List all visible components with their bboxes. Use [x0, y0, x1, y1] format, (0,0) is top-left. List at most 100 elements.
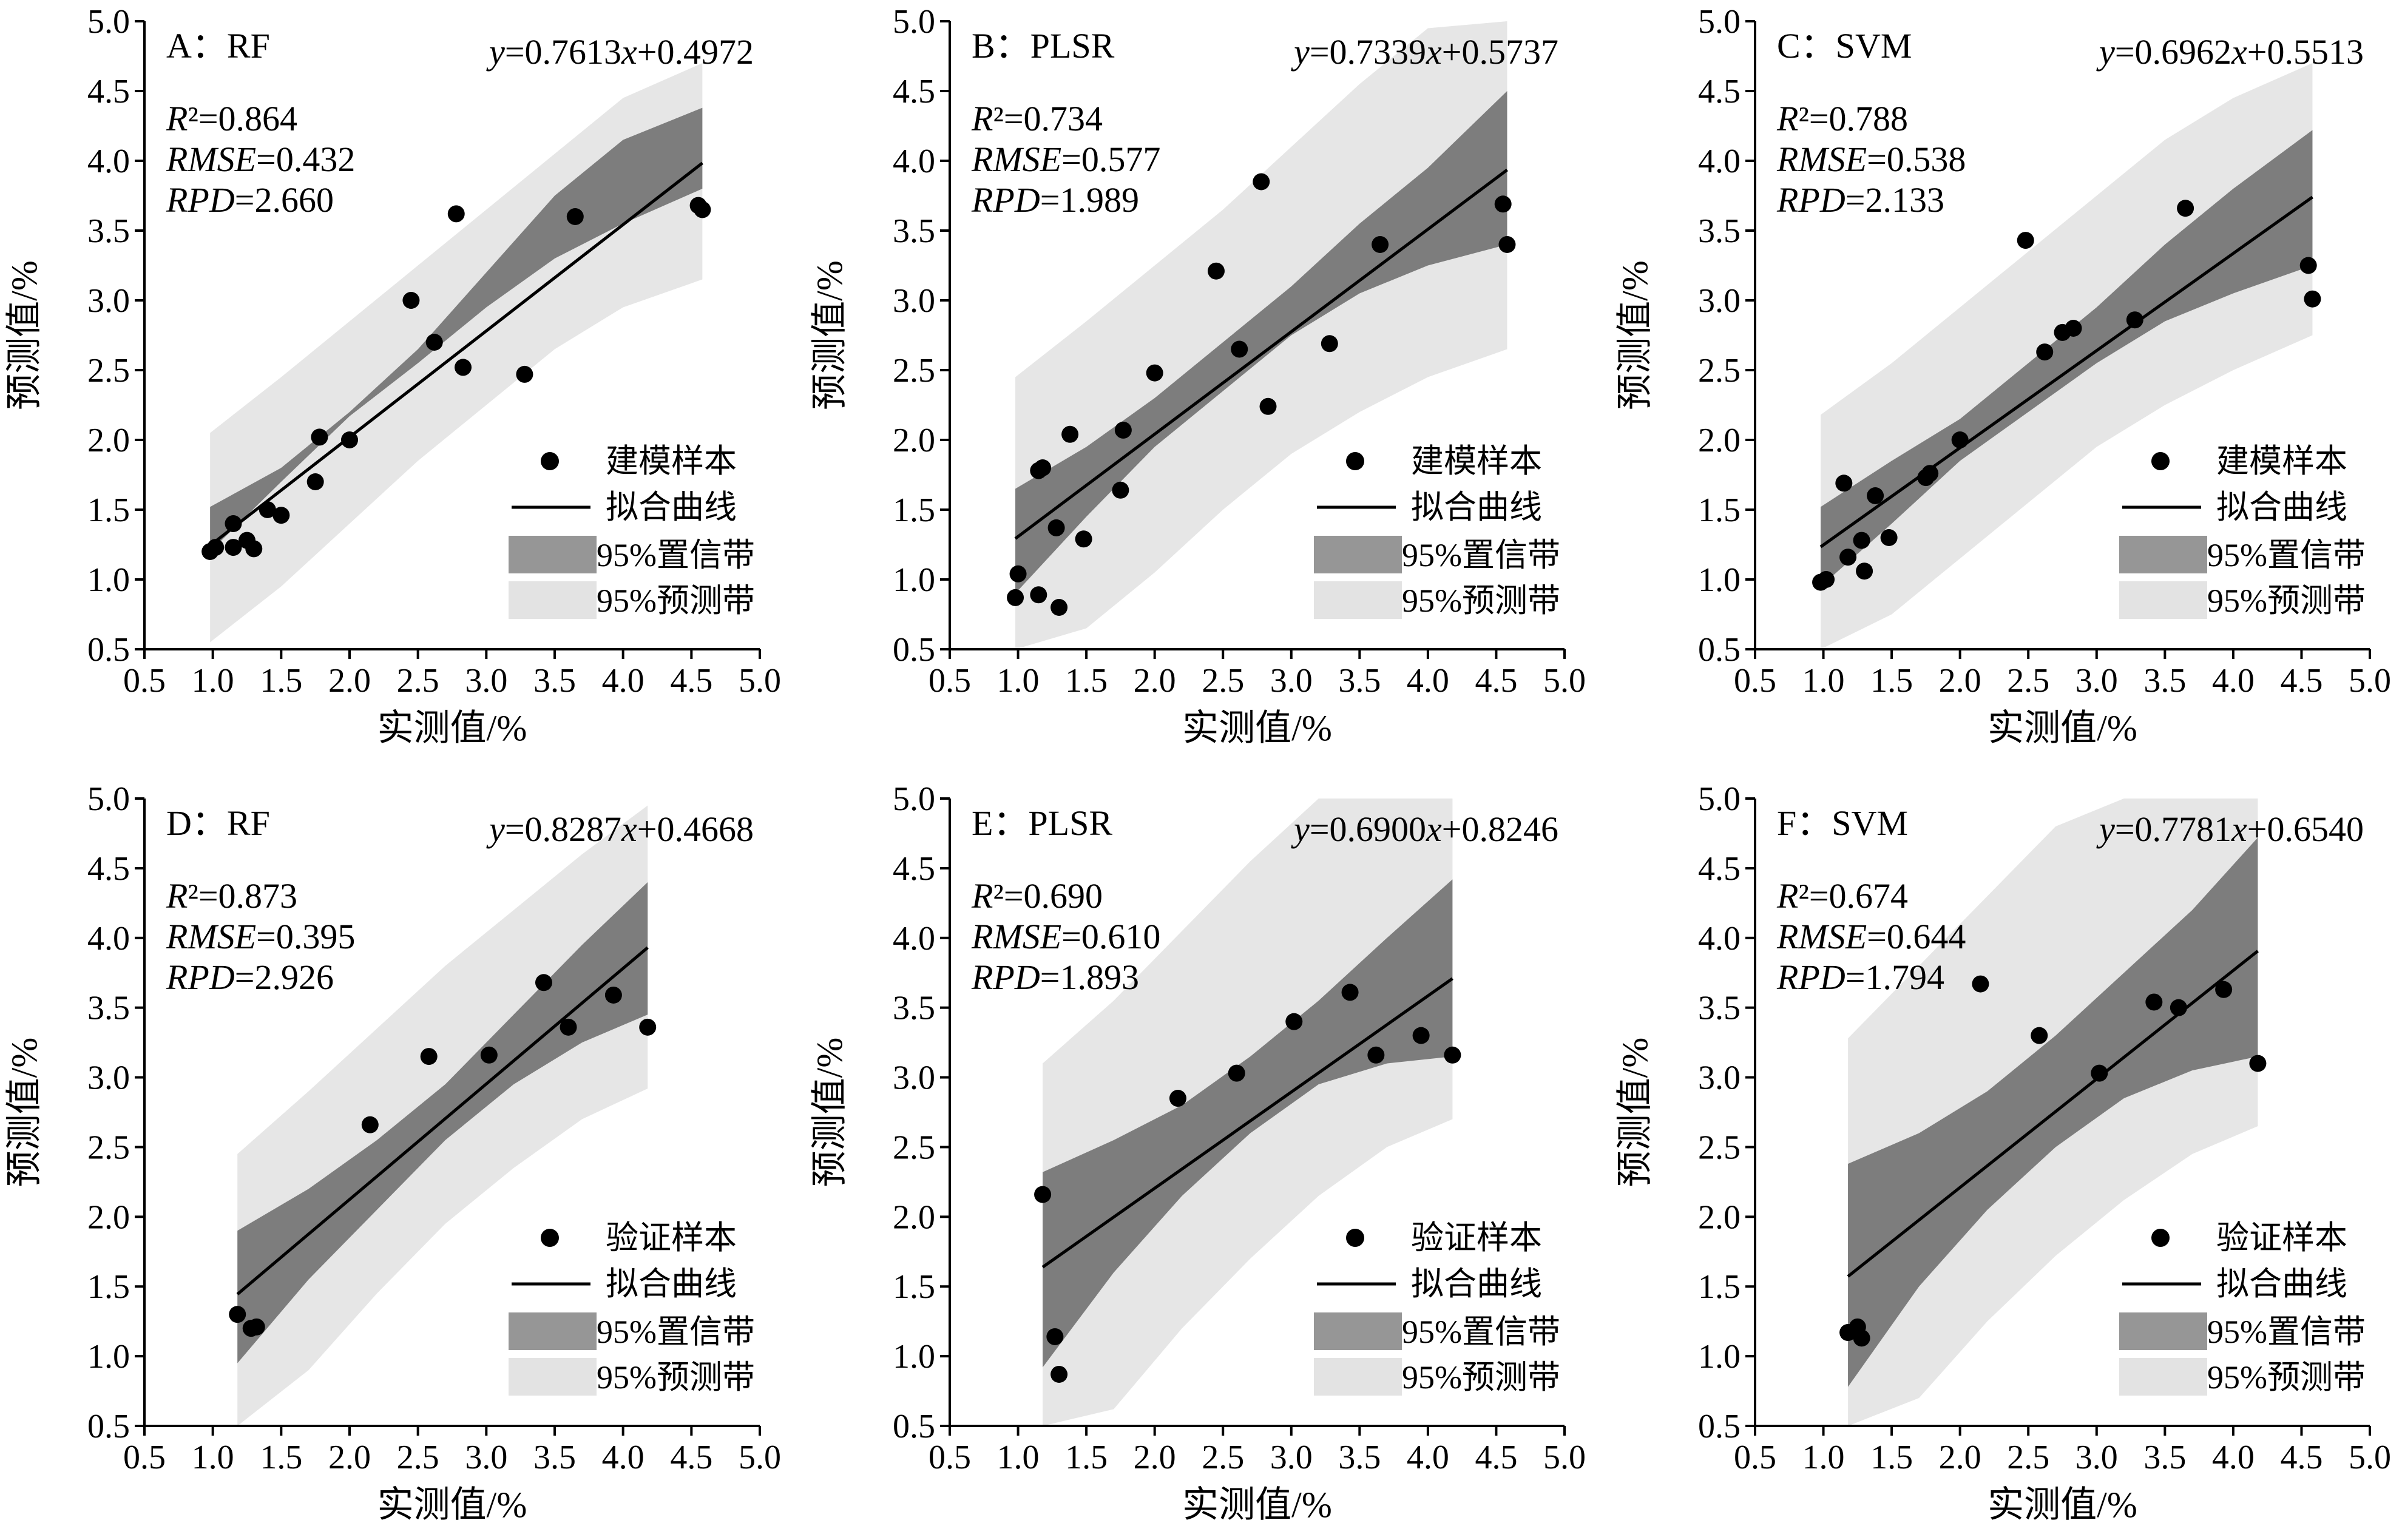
x-axis-title: 实测值/% [377, 708, 527, 748]
data-point [2036, 343, 2054, 361]
x-tick-label: 2.0 [1134, 1439, 1176, 1476]
panel-label: E：PLSR [972, 803, 1112, 843]
data-point [1853, 532, 1870, 549]
legend-label-confidence: 95%置信带 [597, 537, 755, 573]
x-tick-label: 1.5 [260, 1439, 302, 1476]
data-point [1839, 549, 1857, 566]
plot-area [229, 805, 657, 1426]
data-point [1498, 236, 1516, 253]
x-tick-label: 3.0 [465, 662, 507, 700]
y-tick-label: 4.0 [1698, 920, 1741, 957]
legend-label-prediction: 95%预测带 [597, 583, 755, 619]
fit-equation: y=0.7339x+0.5737 [1291, 32, 1558, 72]
rmse-stat: RMSE=0.610 [971, 917, 1160, 956]
plot-area [1034, 799, 1461, 1426]
rpd-stat: RPD=1.893 [971, 957, 1139, 997]
data-point [2299, 257, 2317, 274]
y-axis-title: 预测值/% [1615, 1038, 1655, 1187]
x-tick-label: 5.0 [1543, 662, 1586, 700]
data-point [248, 1318, 265, 1336]
data-point [2170, 999, 2187, 1016]
y-tick-label: 1.5 [893, 491, 935, 529]
data-point [1009, 565, 1027, 583]
y-tick-label: 3.5 [1698, 212, 1741, 250]
x-tick-label: 2.0 [1939, 1439, 1981, 1476]
legend-label-confidence: 95%置信带 [1402, 1314, 1560, 1350]
y-axis-title: 预测值/% [810, 1038, 850, 1187]
data-point [361, 1116, 379, 1133]
rpd-stat: RPD=2.926 [166, 957, 334, 997]
data-point [272, 507, 290, 524]
y-axis-title: 预测值/% [4, 1038, 44, 1187]
data-point [1372, 236, 1389, 253]
y-tick-label: 2.5 [1698, 352, 1741, 390]
x-tick-label: 1.5 [1870, 662, 1913, 700]
x-tick-label: 5.0 [1543, 1439, 1586, 1476]
legend-label-prediction: 95%预测带 [1402, 1359, 1560, 1396]
x-tick-label: 1.0 [997, 662, 1040, 700]
rmse-stat: RMSE=0.432 [166, 140, 355, 179]
legend-label-confidence: 95%置信带 [2207, 1314, 2366, 1350]
r2-stat: R²=0.734 [971, 99, 1103, 138]
y-tick-label: 5.0 [893, 780, 935, 818]
plot-area [1812, 63, 2321, 649]
x-tick-label: 2.5 [397, 1439, 439, 1476]
x-tick-label: 0.5 [123, 1439, 166, 1476]
data-point [1046, 1328, 1064, 1345]
data-point [1880, 529, 1898, 546]
confidence-band [1821, 130, 2313, 587]
data-point [1207, 262, 1225, 280]
x-tick-label: 1.0 [1802, 662, 1845, 700]
legend-point-marker [2151, 1229, 2170, 1247]
data-point [1114, 421, 1132, 439]
x-tick-label: 4.5 [1475, 662, 1517, 700]
y-tick-label: 4.5 [893, 73, 935, 110]
plot-area [201, 63, 711, 643]
x-tick-label: 1.5 [1065, 1439, 1108, 1476]
x-tick-label: 4.5 [670, 662, 712, 700]
x-tick-label: 4.0 [2212, 1439, 2255, 1476]
x-tick-label: 1.5 [260, 662, 302, 700]
legend-point-marker [2151, 452, 2170, 470]
data-point [639, 1018, 657, 1036]
x-axis-title: 实测值/% [1182, 708, 1332, 748]
data-point [341, 431, 358, 448]
y-tick-label: 1.0 [1698, 1338, 1741, 1376]
y-tick-label: 3.5 [1698, 990, 1741, 1027]
data-point [1494, 195, 1512, 213]
y-tick-label: 5.0 [1698, 3, 1741, 41]
data-point [2031, 1027, 2048, 1044]
panel-label: B：PLSR [972, 26, 1115, 66]
legend-label-prediction: 95%预测带 [597, 1359, 755, 1396]
legend-prediction-swatch [1314, 581, 1402, 619]
data-point [1341, 984, 1359, 1001]
data-point [455, 359, 472, 376]
x-tick-label: 3.0 [1270, 662, 1313, 700]
data-point [2091, 1064, 2108, 1082]
x-axis-title: 实测值/% [377, 1485, 527, 1525]
y-tick-label: 5.0 [87, 780, 130, 818]
data-point [425, 334, 443, 351]
x-axis-title: 实测值/% [1182, 1485, 1332, 1525]
data-point [1061, 425, 1079, 443]
x-tick-label: 4.0 [2212, 662, 2255, 700]
y-axis-title: 预测值/% [810, 260, 850, 410]
panel-label: A：RF [166, 26, 270, 66]
panel-e: 0.5 1.0 1.5 2.0 2.5 3.0 3.5 4.0 4.5 5.0 0.5 1.0 1.5 2… [810, 780, 1586, 1525]
r2-stat: R²=0.864 [166, 99, 297, 138]
x-tick-label: 1.0 [192, 662, 234, 700]
y-tick-label: 2.0 [1698, 1198, 1741, 1236]
panel-label: D：RF [166, 803, 270, 843]
legend-point-marker [541, 452, 559, 470]
data-point [516, 365, 533, 383]
legend-label-confidence: 95%置信带 [1402, 537, 1560, 573]
legend-label-fit: 拟合曲线 [2216, 1266, 2347, 1302]
rpd-stat: RPD=2.133 [1776, 180, 1944, 220]
x-tick-label: 4.0 [602, 1439, 644, 1476]
legend-confidence-swatch [1314, 1312, 1402, 1350]
